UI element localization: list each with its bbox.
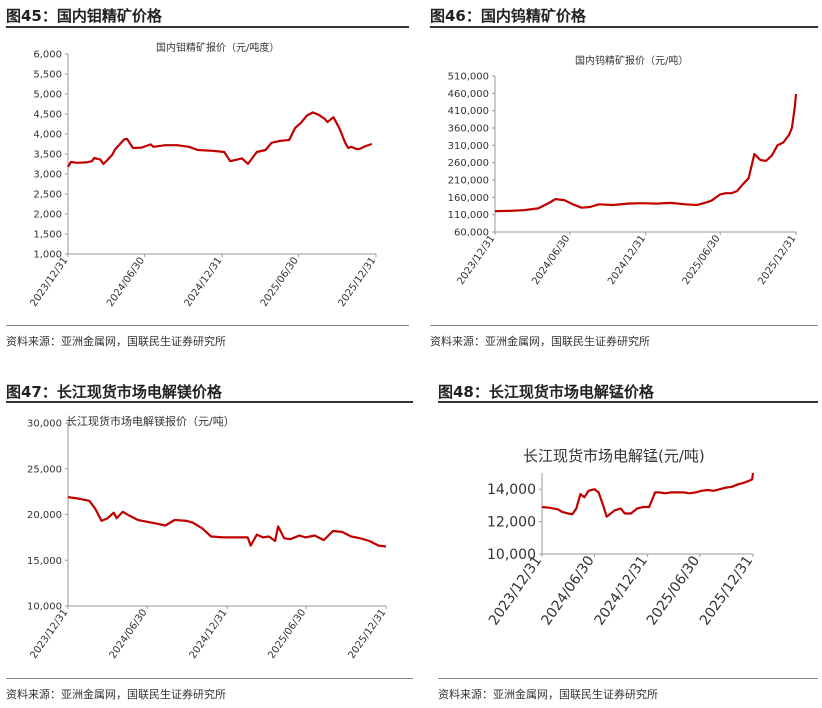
- x-tick-label: 2024/12/31: [188, 607, 230, 661]
- y-tick-label: 4,000: [33, 130, 62, 141]
- source-note: 资料来源：亚洲金属网，国联民生证券研究所: [6, 335, 226, 348]
- figure-title: 图45：国内钼精矿价格: [6, 7, 162, 25]
- source-rule: [430, 325, 818, 326]
- y-tick-label: 60,000: [454, 228, 489, 239]
- y-tick-label: 410,000: [448, 106, 489, 117]
- figure-title: 图48：长江现货市场电解锰价格: [438, 383, 654, 401]
- source-rule: [6, 325, 409, 326]
- source-rule: [6, 678, 413, 679]
- price-line: [541, 472, 755, 518]
- title-rule: [438, 401, 818, 403]
- y-tick-label: 25,000: [27, 464, 62, 475]
- figure-title: 图47：长江现货市场电解镁价格: [6, 383, 222, 401]
- y-tick-label: 12,000: [487, 515, 536, 531]
- y-tick-label: 1,000: [33, 250, 62, 261]
- x-tick-label: 2025/12/31: [756, 233, 798, 287]
- x-tick-label: 2025/12/31: [346, 607, 388, 661]
- x-tick-label: 2023/12/31: [455, 233, 497, 287]
- x-tick-label: 2023/12/31: [28, 255, 70, 309]
- price-line: [494, 93, 798, 213]
- panel-tungsten: 图46：国内钨精矿价格 国内钨精矿报价（元/吨） 60,000 110,000 160…: [430, 0, 818, 354]
- y-tick-label: 360,000: [448, 124, 489, 135]
- y-tick-label: 1,500: [33, 230, 62, 241]
- source-rule: [438, 678, 818, 679]
- y-tick-label: 460,000: [448, 89, 489, 100]
- figure-title: 图46：国内钨精矿价格: [430, 7, 586, 25]
- y-tick-label: 20,000: [27, 510, 62, 521]
- x-tick-label: 2025/06/30: [266, 607, 308, 661]
- x-tick-label: 2025/06/30: [644, 553, 703, 628]
- x-tick-label: 2025/12/31: [336, 255, 378, 309]
- y-tick-label: 310,000: [448, 141, 489, 152]
- y-tick-label: 14,000: [487, 482, 536, 498]
- y-tick-label: 110,000: [448, 210, 489, 221]
- y-tick-label: 160,000: [448, 193, 489, 204]
- x-tick-label: 2025/06/30: [259, 255, 301, 309]
- x-tick-label: 2024/06/30: [530, 233, 572, 287]
- y-tick-label: 2,000: [33, 210, 62, 221]
- y-tick-label: 15,000: [27, 556, 62, 567]
- panel-magnesium: 图47：长江现货市场电解镁价格 长江现货市场电解镁报价（元/吨） 10,000 15…: [6, 376, 413, 708]
- panel-molybdenum: 图45：国内钼精矿价格 国内钼精矿报价（元/吨度） 1,000 1,500 2,000…: [6, 0, 409, 354]
- x-tick-label: 2025/06/30: [681, 233, 723, 287]
- x-tick-label: 2024/12/31: [592, 553, 651, 628]
- price-line: [67, 496, 387, 548]
- molybdenum-price-chart: 国内钼精矿报价（元/吨度） 1,000 1,500 2,000 2,500 3,000 3,…: [28, 41, 378, 309]
- chart-title: 长江现货市场电解镁报价（元/吨）: [66, 414, 235, 428]
- y-tick-label: 5,000: [33, 90, 62, 101]
- y-tick-label: 30,000: [27, 419, 62, 430]
- chart-title: 长江现货市场电解锰(元/吨): [523, 447, 705, 465]
- source-note: 资料来源：亚洲金属网，国联民生证券研究所: [438, 688, 658, 701]
- y-tick-label: 10,000: [27, 602, 62, 613]
- y-tick-label: 3,500: [33, 150, 62, 161]
- source-note: 资料来源：亚洲金属网，国联民生证券研究所: [430, 335, 650, 348]
- y-tick-label: 3,000: [33, 170, 62, 181]
- y-tick-label: 510,000: [448, 72, 489, 83]
- y-tick-label: 6,000: [33, 50, 62, 61]
- x-tick-label: 2023/12/31: [486, 553, 545, 628]
- x-tick-label: 2024/12/31: [183, 255, 225, 309]
- x-tick-label: 2024/06/30: [105, 255, 147, 309]
- title-rule: [430, 26, 818, 28]
- manganese-price-chart: 长江现货市场电解锰(元/吨) 10,000 12,000 14,000 2023/12/…: [486, 447, 756, 628]
- chart-title: 国内钼精矿报价（元/吨度）: [156, 41, 279, 54]
- x-tick-label: 2024/06/30: [108, 607, 150, 661]
- x-tick-label: 2024/12/31: [606, 233, 648, 287]
- source-note: 资料来源：亚洲金属网，国联民生证券研究所: [6, 688, 226, 701]
- panel-manganese: 图48：长江现货市场电解锰价格 长江现货市场电解锰(元/吨) 10,000 12,0…: [438, 376, 818, 708]
- x-tick-label: 2024/06/30: [538, 553, 597, 628]
- y-tick-label: 2,500: [33, 190, 62, 201]
- x-tick-label: 2023/12/31: [28, 607, 70, 661]
- title-rule: [6, 26, 409, 28]
- price-line: [67, 111, 373, 168]
- y-tick-label: 4,500: [33, 110, 62, 121]
- chart-title: 国内钨精矿报价（元/吨）: [575, 54, 688, 67]
- tungsten-price-chart: 国内钨精矿报价（元/吨） 60,000 110,000 160,000 210,000 2…: [448, 54, 799, 287]
- x-tick-label: 2025/12/31: [697, 553, 756, 628]
- y-tick-label: 260,000: [448, 158, 489, 169]
- y-tick-label: 10,000: [487, 547, 536, 563]
- magnesium-price-chart: 长江现货市场电解镁报价（元/吨） 10,000 15,000 20,000 25,000…: [27, 414, 388, 661]
- title-rule: [6, 401, 413, 403]
- y-tick-label: 5,500: [33, 70, 62, 81]
- y-tick-label: 210,000: [448, 176, 489, 187]
